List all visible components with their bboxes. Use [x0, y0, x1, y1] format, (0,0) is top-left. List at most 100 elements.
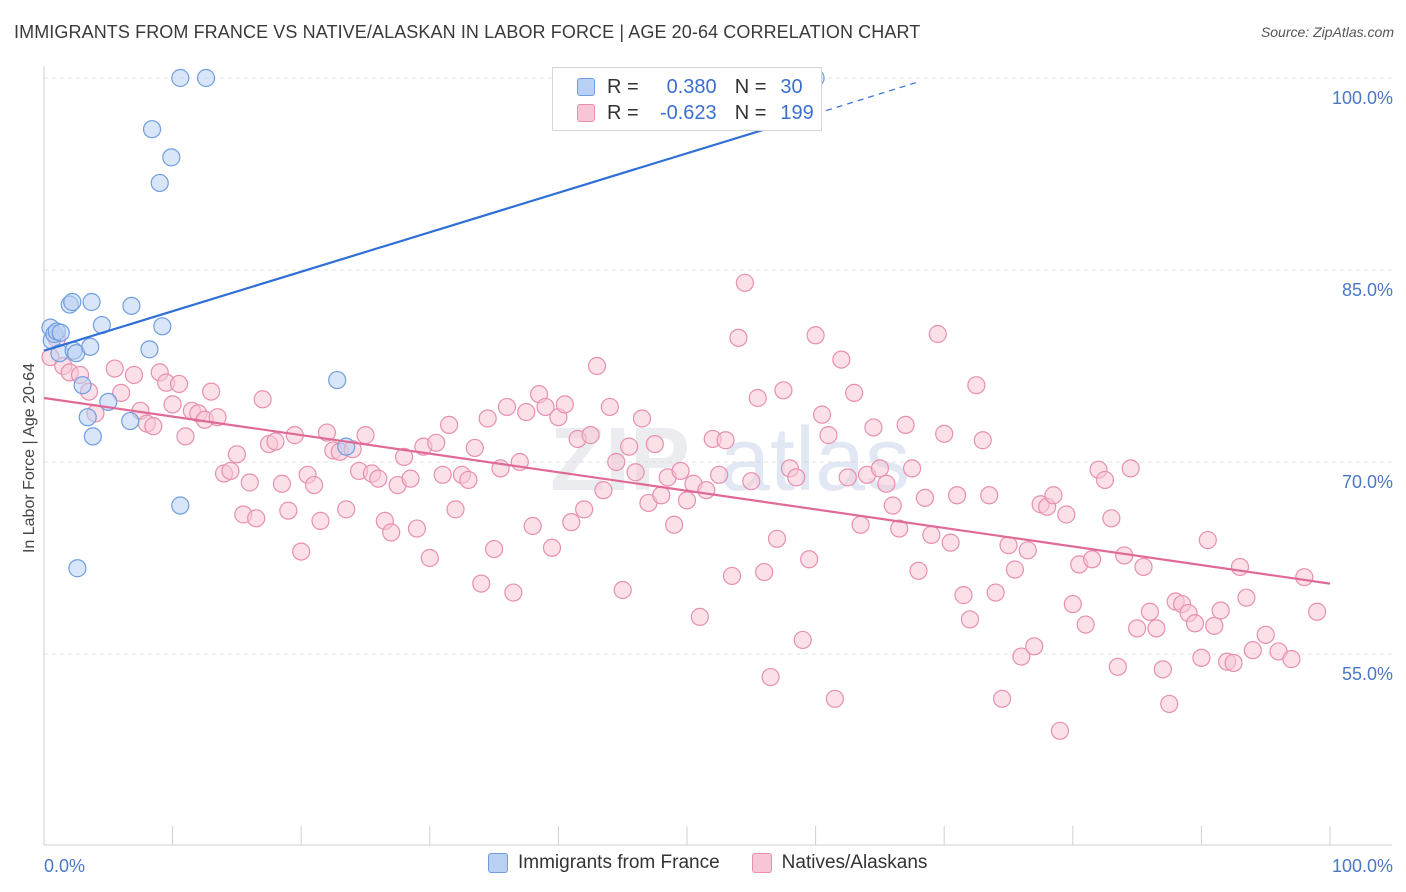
data-point: [742, 472, 761, 491]
data-point: [485, 539, 504, 559]
source-text: Source: ZipAtlas.com: [1260, 24, 1394, 40]
data-point: [266, 432, 285, 451]
data-point: [710, 465, 729, 484]
data-point: [697, 481, 716, 500]
legend-r-label: R =: [607, 101, 639, 124]
data-point: [337, 500, 356, 519]
data-point: [645, 434, 664, 454]
data-point: [1198, 530, 1217, 550]
data-point: [150, 173, 169, 193]
data-point: [1134, 557, 1153, 577]
data-point: [465, 438, 484, 458]
data-point: [832, 350, 851, 369]
data-point: [767, 529, 787, 548]
legend-item-immigrants: Immigrants from France: [488, 852, 720, 874]
data-point: [1108, 657, 1127, 676]
y-tick-label: 55.0%: [1342, 664, 1393, 684]
trend-lines: [43, 81, 1331, 585]
data-point: [1121, 459, 1140, 478]
data-point: [63, 292, 82, 312]
data-point: [607, 452, 626, 472]
data-point: [420, 548, 439, 568]
data-point: [967, 376, 986, 395]
data-point: [626, 463, 645, 482]
trend-line-immigrants: [43, 112, 816, 352]
data-point: [555, 395, 574, 414]
data-point: [1295, 568, 1314, 587]
data-point: [1044, 486, 1063, 505]
legend-swatch-pink: [577, 104, 595, 122]
data-point: [1095, 470, 1115, 490]
data-point: [677, 491, 697, 510]
x-tick-label: 100.0%: [1332, 856, 1393, 876]
series-natives-alaskans: [41, 273, 1327, 740]
data-point: [1102, 509, 1121, 528]
data-point: [973, 431, 992, 450]
series-immigrants-from-france: [41, 68, 825, 578]
legend-swatch-blue: [577, 78, 595, 96]
data-point: [652, 486, 671, 505]
stats-legend: R = 0.380 N = 30 R = -0.623 N = 199: [552, 67, 822, 131]
data-point: [960, 610, 980, 629]
data-point: [304, 475, 324, 495]
trend-line-immigrants-extension: [815, 81, 919, 115]
data-point: [812, 405, 832, 424]
legend-r-value-immigrants: 0.380: [666, 75, 717, 98]
x-tick-label: 0.0%: [44, 856, 85, 876]
data-point: [240, 473, 259, 492]
data-point: [124, 365, 144, 385]
data-point: [1160, 694, 1179, 714]
data-point: [755, 562, 774, 582]
data-point: [163, 395, 182, 414]
data-point: [446, 500, 465, 519]
data-point: [1057, 505, 1076, 524]
trend-line-natives: [43, 396, 1331, 585]
data-point: [81, 337, 100, 356]
data-point: [472, 574, 491, 593]
data-point: [439, 415, 459, 434]
legend-label-natives: Natives/Alaskans: [781, 852, 928, 873]
data-point: [1237, 588, 1256, 607]
grid-lines: [44, 77, 1392, 655]
data-point: [407, 519, 427, 538]
data-point: [169, 374, 189, 394]
data-point: [1140, 602, 1160, 621]
data-point: [1205, 616, 1224, 635]
data-point: [121, 411, 140, 431]
data-point: [328, 370, 347, 390]
data-point: [1063, 594, 1082, 614]
data-point: [1025, 637, 1044, 656]
data-point: [459, 470, 478, 490]
data-point: [748, 388, 767, 408]
legend-n-label: N =: [734, 101, 767, 124]
data-point: [1192, 648, 1211, 667]
y-tick-label: 85.0%: [1342, 280, 1393, 300]
legend-label-immigrants: Immigrants from France: [518, 852, 720, 873]
data-point: [825, 689, 844, 708]
data-point: [992, 689, 1012, 708]
data-point: [382, 523, 401, 542]
data-point: [105, 359, 124, 378]
legend-r-label: R =: [607, 75, 639, 98]
data-point: [497, 397, 517, 417]
data-point: [999, 536, 1018, 555]
data-point: [196, 68, 216, 88]
data-point: [394, 447, 414, 466]
data-point: [279, 501, 298, 520]
data-point: [122, 296, 141, 315]
data-point: [806, 326, 825, 345]
data-point: [1308, 602, 1327, 621]
data-point: [761, 667, 780, 687]
data-point: [1185, 614, 1205, 633]
data-point: [162, 148, 181, 167]
data-point: [227, 445, 246, 464]
data-point: [536, 397, 555, 417]
axes: [43, 66, 1392, 846]
legend-n-value-natives: 199: [780, 101, 814, 124]
data-point: [221, 461, 240, 481]
data-point: [735, 273, 754, 292]
data-point: [941, 533, 960, 552]
data-point: [272, 474, 292, 493]
data-point: [356, 426, 375, 445]
